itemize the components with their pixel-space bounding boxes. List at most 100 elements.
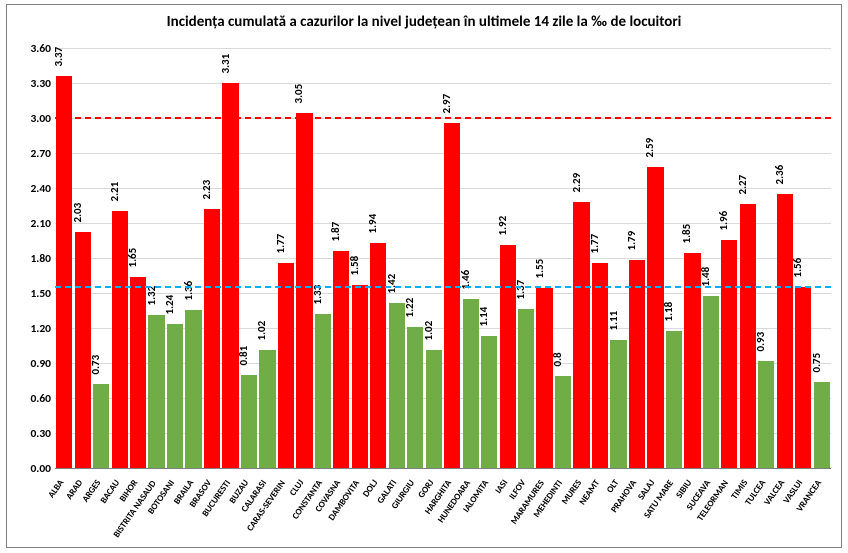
bar-value-label: 1.02 [256, 321, 267, 341]
bar-value-label: 2.27 [737, 175, 748, 195]
bar [592, 263, 608, 470]
bar [370, 243, 386, 469]
bar-slot: 1.22GIURGIU [406, 49, 424, 469]
bar [407, 327, 423, 469]
bar-slot: 2.03ARAD [73, 49, 91, 469]
bar-slot: 1.32BISTRITA NASAUD [147, 49, 165, 469]
bar-value-label: 1.36 [183, 281, 194, 301]
bar-value-label: 0.75 [811, 352, 822, 372]
bar-slot: 1.48SUCEAVA [702, 49, 720, 469]
bar-value-label: 1.48 [700, 267, 711, 287]
bar [130, 277, 146, 470]
x-category-label: ALBA [46, 478, 66, 500]
y-tick-label: 2.10 [30, 218, 51, 230]
bar-value-label: 0.73 [90, 355, 101, 375]
bar-value-label: 0.93 [755, 331, 766, 351]
bar [444, 123, 460, 470]
bar [148, 315, 164, 469]
bar-slot: 0.8MEHEDINTI [554, 49, 572, 469]
bar-slot: 1.92IASI [498, 49, 516, 469]
bar-value-label: 3.37 [53, 47, 64, 67]
y-tick-label: 1.80 [30, 253, 51, 265]
bar-value-label: 2.36 [774, 165, 785, 185]
chart-title: Incidența cumulată a cazurilor la nivel … [7, 13, 841, 31]
bar-slot: 1.46HUNEDOARA [461, 49, 479, 469]
bar-value-label: 1.96 [718, 211, 729, 231]
bar-value-label: 1.42 [386, 274, 397, 294]
y-tick-label: 0.60 [30, 393, 51, 405]
bar-slot: 1.77CARAS-SEVERIN [277, 49, 295, 469]
bar [222, 83, 238, 469]
chart-frame: Incidența cumulată a cazurilor la nivel … [6, 4, 842, 548]
y-tick-label: 2.70 [30, 148, 51, 160]
bar [518, 309, 534, 469]
bar-slot: 1.18SATU MARE [665, 49, 683, 469]
bar-slot: 1.36BRAILA [184, 49, 202, 469]
bar [278, 263, 294, 470]
bar [93, 384, 109, 469]
bar [241, 375, 257, 470]
bar-value-label: 1.56 [792, 258, 803, 278]
bar-value-label: 2.23 [201, 180, 212, 200]
bar-slot: 1.14IALOMITA [480, 49, 498, 469]
bar [555, 376, 571, 469]
bar-slot: 2.27TIMIS [739, 49, 757, 469]
bar-slot: 0.73ARGES [92, 49, 110, 469]
bar [666, 331, 682, 469]
bar-slot: 1.79PRAHOVA [628, 49, 646, 469]
threshold-line [55, 286, 831, 288]
bar-slot: 2.97HARGHITA [443, 49, 461, 469]
bar-slot: 1.42GALATI [388, 49, 406, 469]
bar [721, 240, 737, 469]
bar [814, 382, 830, 470]
bar-value-label: 1.85 [681, 224, 692, 244]
bar-slot: 3.31BUCURESTI [221, 49, 239, 469]
bar-slot: 0.81BUZAU [240, 49, 258, 469]
bar-slot: 1.02CALARASI [258, 49, 276, 469]
y-tick-label: 1.20 [30, 323, 51, 335]
bar-slot: 1.94DOLJ [369, 49, 387, 469]
bar-value-label: 1.11 [608, 310, 619, 330]
bar [333, 251, 349, 469]
bar-slot: 1.33CONSTANTA [314, 49, 332, 469]
y-tick-label: 0.90 [30, 358, 51, 370]
bar-value-label: 1.22 [404, 298, 415, 318]
bar-value-label: 2.97 [441, 93, 452, 113]
bar [259, 350, 275, 469]
bar-value-label: 2.21 [109, 182, 120, 202]
bar-value-label: 1.58 [349, 256, 360, 276]
bar-value-label: 1.77 [275, 233, 286, 253]
bar-value-label: 1.55 [534, 259, 545, 279]
bar-value-label: 2.29 [571, 173, 582, 193]
bar-value-label: 3.05 [293, 84, 304, 104]
bar-value-label: 1.87 [330, 222, 341, 242]
bar-slot: 1.56VASLUI [794, 49, 812, 469]
bar-slot: 1.11OLT [609, 49, 627, 469]
bar-slot: 3.05CLUJ [295, 49, 313, 469]
bar [185, 310, 201, 469]
y-tick-label: 3.30 [30, 78, 51, 90]
y-tick-label: 2.40 [30, 183, 51, 195]
bar [629, 260, 645, 469]
bar-slot: 2.23BRASOV [203, 49, 221, 469]
bar-value-label: 2.03 [72, 203, 83, 223]
bar-slot: 1.85SIBIU [683, 49, 701, 469]
bar [481, 336, 497, 469]
bar [315, 314, 331, 469]
bar [167, 324, 183, 469]
bar [777, 194, 793, 469]
y-tick-label: 1.50 [30, 288, 51, 300]
bar-value-label: 1.14 [478, 307, 489, 327]
bar-value-label: 0.81 [238, 345, 249, 365]
bar-value-label: 3.31 [220, 54, 231, 74]
bar [795, 287, 811, 469]
bar-value-label: 0.8 [552, 352, 563, 366]
bar-slot: 0.75VRANCEA [813, 49, 831, 469]
bar-value-label: 1.02 [423, 321, 434, 341]
bar-slot: 1.77NEAMT [591, 49, 609, 469]
y-tick-label: 3.00 [30, 113, 51, 125]
bar [758, 361, 774, 470]
plot-area: 3.37ALBA2.03ARAD0.73ARGES2.21BACAU1.65BI… [55, 49, 831, 469]
bar-value-label: 1.94 [367, 214, 378, 234]
bar-slot: 1.65BIHOR [129, 49, 147, 469]
